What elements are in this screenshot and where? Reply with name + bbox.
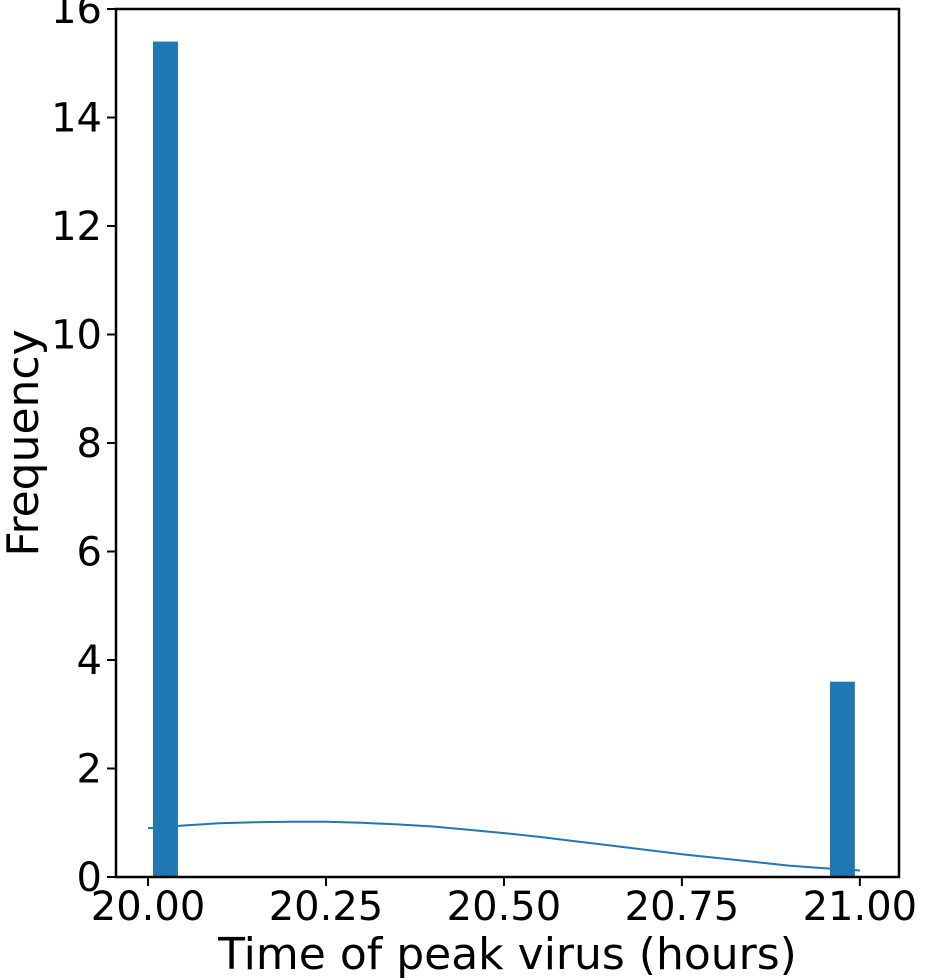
histogram-bar-1 [153, 41, 178, 878]
x-axis-label: Time of peak virus (hours) [217, 929, 797, 978]
y-tick-label: 8 [77, 421, 102, 467]
x-tick-label: 20.00 [91, 884, 206, 930]
y-tick-label: 16 [51, 0, 102, 33]
y-tick-label: 4 [77, 638, 102, 684]
y-tick-label: 6 [77, 530, 102, 576]
density-curve [147, 820, 860, 872]
y-tick-label: 0 [77, 855, 102, 901]
y-tick-label: 14 [51, 96, 102, 142]
density-curve-layer [147, 820, 860, 872]
y-axis-label: Frequency [0, 329, 49, 556]
bars-layer [153, 41, 855, 878]
histogram-bar-2 [829, 681, 855, 877]
x-tick-label: 20.25 [269, 884, 384, 930]
y-tick-label: 10 [51, 313, 102, 359]
y-tick-label: 2 [77, 747, 102, 793]
x-axis-ticks: 20.00 20.25 20.50 20.75 21.00 [91, 877, 917, 930]
x-tick-label: 20.75 [625, 884, 740, 930]
x-tick-label: 20.50 [447, 884, 562, 930]
y-tick-label: 12 [51, 204, 102, 250]
x-tick-label: 21.00 [803, 884, 918, 930]
y-axis-ticks: 0 2 4 6 8 10 12 14 16 [51, 0, 116, 901]
